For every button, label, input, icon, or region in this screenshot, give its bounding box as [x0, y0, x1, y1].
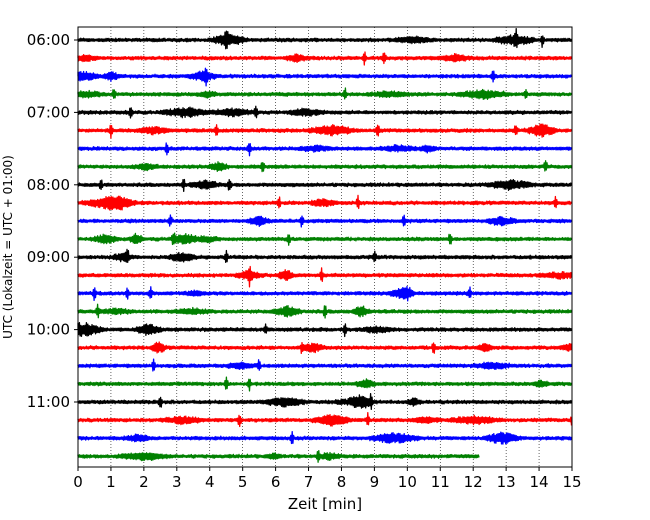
seismic-trace [77, 105, 573, 119]
x-tick-label: 12 [464, 473, 483, 491]
seismic-traces [77, 28, 573, 463]
seismic-trace [77, 194, 573, 211]
x-tick-label: 15 [562, 473, 581, 491]
seismic-trace [77, 376, 573, 392]
y-tick-label: 10:00 [27, 321, 70, 339]
seismic-trace [77, 341, 573, 355]
seismic-trace [77, 123, 573, 139]
seismic-trace [77, 248, 573, 263]
seismic-trace [77, 214, 573, 228]
y-tick-label: 06:00 [27, 31, 70, 49]
x-tick-label: 13 [497, 473, 516, 491]
x-tick-label: 9 [370, 473, 380, 491]
seismic-trace [77, 160, 573, 173]
x-tick-label: 2 [139, 473, 149, 491]
seismic-trace [77, 358, 573, 372]
x-tick-label: 7 [304, 473, 314, 491]
seismic-trace [77, 322, 573, 338]
x-axis: 0 1 2 3 4 5 6 7 8 9 10 11 12 13 14 15 [73, 467, 582, 491]
y-axis: 06:00 07:00 08:00 09:00 10:00 11:00 [27, 31, 78, 411]
y-axis-label: UTC (Lokalzeit = UTC + 01:00) [1, 155, 15, 339]
seismic-trace [77, 51, 573, 66]
seismic-trace [77, 285, 573, 302]
seismic-trace [77, 430, 573, 445]
seismic-trace [77, 412, 573, 428]
x-tick-label: 4 [205, 473, 215, 491]
seismic-trace [77, 265, 573, 288]
x-tick-label: 10 [398, 473, 417, 491]
x-axis-label: Zeit [min] [288, 495, 362, 513]
x-tick-label: 1 [106, 473, 116, 491]
x-tick-label: 3 [172, 473, 182, 491]
y-tick-label: 08:00 [27, 176, 70, 194]
y-tick-label: 11:00 [27, 393, 70, 411]
seismic-trace [77, 178, 573, 192]
seismic-trace [77, 232, 573, 246]
seismic-trace [77, 67, 573, 87]
seismic-trace [77, 28, 573, 50]
plot-frame [77, 26, 573, 468]
seismic-trace [77, 450, 480, 463]
x-tick-label: 14 [530, 473, 549, 491]
x-tick-label: 0 [73, 473, 83, 491]
seismic-trace [77, 87, 573, 100]
x-tick-label: 6 [271, 473, 281, 491]
seismic-trace [77, 142, 573, 157]
x-tick-label: 8 [337, 473, 347, 491]
seismic-trace [77, 303, 573, 319]
y-tick-label: 07:00 [27, 103, 70, 121]
x-tick-label: 11 [431, 473, 450, 491]
grid-lines [110, 27, 540, 467]
x-tick-label: 5 [238, 473, 248, 491]
y-tick-label: 09:00 [27, 248, 70, 266]
seismic-trace [77, 392, 573, 410]
